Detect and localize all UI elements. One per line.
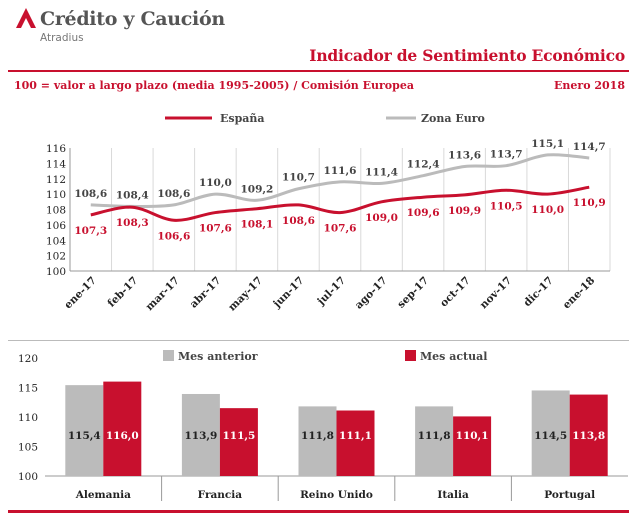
bar-current	[336, 410, 375, 476]
category-label: Alemania	[75, 489, 131, 501]
data-label-espana: 107,3	[74, 225, 107, 237]
report-subtitle: 100 = valor a largo plazo (media 1995-20…	[14, 79, 414, 92]
y-tick-label: 100	[18, 471, 38, 483]
top-rule	[8, 70, 629, 72]
y-tick-label: 104	[46, 235, 66, 247]
x-tick-label: jul-17	[315, 275, 349, 309]
data-label-zona-euro: 112,4	[407, 159, 440, 171]
data-label-zona-euro: 108,6	[74, 188, 107, 200]
brand-mark-icon	[16, 8, 36, 28]
legend-label-spain: España	[220, 112, 265, 125]
bar-label-current: 116,0	[106, 430, 139, 442]
category-label: Italia	[437, 489, 469, 501]
bar-label-current: 110,1	[456, 430, 489, 442]
data-label-espana: 109,9	[448, 205, 481, 217]
data-label-zona-euro: 109,2	[240, 183, 273, 195]
bar-current	[569, 394, 608, 476]
x-tick-label: ago-17	[353, 275, 390, 312]
category-label: Reino Unido	[300, 489, 373, 501]
x-tick-label: feb-17	[105, 275, 140, 310]
data-label-espana: 107,6	[324, 223, 357, 235]
bar-previous	[415, 406, 454, 476]
bar-label-previous: 115,4	[68, 430, 101, 442]
bar-label-current: 111,1	[339, 430, 372, 442]
data-label-espana: 110,9	[573, 197, 606, 209]
data-label-zona-euro: 110,7	[282, 172, 315, 184]
data-label-zona-euro: 115,1	[531, 138, 564, 150]
y-tick-label: 108	[46, 205, 66, 217]
y-tick-label: 115	[18, 383, 38, 395]
x-tick-label: mar-17	[143, 275, 181, 313]
bar-label-previous: 113,9	[184, 430, 217, 442]
data-label-espana: 108,6	[282, 215, 315, 227]
data-label-espana: 109,0	[365, 212, 398, 224]
y-tick-label: 106	[46, 220, 66, 232]
x-tick-label: abr-17	[188, 275, 224, 311]
bar-label-current: 113,8	[572, 430, 605, 442]
bottom-rule	[8, 510, 629, 513]
line-chart: España Zona Euro 100 102 104 106 108 110 112 114 1…	[46, 112, 611, 314]
bar-previous	[531, 390, 570, 476]
y-tick-label: 105	[18, 442, 38, 454]
category-label: Francia	[198, 489, 243, 501]
brand-logo: Crédito y Caución Atradius	[14, 4, 254, 48]
x-tick-label: dic-17	[521, 275, 555, 309]
y-tick-label: 110	[46, 189, 66, 201]
x-tick-label: ene-18	[561, 275, 598, 312]
bar-current	[219, 408, 258, 476]
data-label-zona-euro: 110,0	[199, 177, 232, 189]
legend-label-euro: Zona Euro	[421, 112, 485, 125]
x-tick-label: sep-17	[395, 275, 431, 311]
data-label-espana: 110,0	[531, 204, 564, 216]
series-line-zona-euro	[90, 153, 590, 208]
x-tick-label: oct-17	[438, 275, 473, 310]
data-label-espana: 108,3	[116, 217, 149, 229]
data-label-espana: 107,6	[199, 223, 232, 235]
legend-swatch-current	[405, 350, 416, 361]
y-tick-label: 114	[46, 158, 66, 170]
bar-chart: Mes anterior Mes actual 100 105 110 115 120 115…	[18, 350, 628, 501]
data-label-zona-euro: 108,6	[157, 188, 190, 200]
bar-label-current: 111,5	[222, 430, 255, 442]
data-label-espana: 108,1	[240, 219, 273, 231]
data-label-zona-euro: 113,6	[448, 149, 481, 161]
bar-label-previous: 111,8	[418, 430, 451, 442]
bar-previous	[181, 393, 220, 476]
y-tick-label: 100	[46, 266, 66, 278]
data-label-zona-euro: 114,7	[573, 141, 606, 153]
data-label-espana: 106,6	[157, 230, 190, 242]
category-label: Portugal	[544, 489, 595, 501]
legend-label-previous: Mes anterior	[178, 350, 258, 363]
data-label-zona-euro: 113,7	[490, 149, 523, 161]
y-tick-label: 116	[46, 143, 66, 155]
data-label-zona-euro: 111,6	[324, 165, 357, 177]
brand-subname: Atradius	[40, 32, 84, 44]
y-tick-label: 102	[46, 251, 66, 263]
x-tick-label: may-17	[226, 275, 265, 314]
y-tick-label: 112	[46, 174, 66, 186]
y-tick-label: 110	[18, 412, 38, 424]
legend-swatch-previous	[163, 350, 174, 361]
bar-label-previous: 114,5	[534, 430, 567, 442]
x-tick-label: jun-17	[270, 275, 306, 311]
bar-current	[453, 416, 492, 476]
legend-label-current: Mes actual	[420, 350, 487, 363]
data-label-espana: 110,5	[490, 200, 523, 212]
data-label-zona-euro: 111,4	[365, 166, 398, 178]
report-title: Indicador de Sentimiento Económico	[309, 46, 625, 65]
report-date: Enero 2018	[554, 79, 625, 92]
data-label-espana: 109,6	[407, 207, 440, 219]
x-tick-label: ene-17	[62, 275, 99, 312]
data-label-zona-euro: 108,4	[116, 189, 149, 201]
brand-name: Crédito y Caución	[40, 8, 225, 30]
bar-label-previous: 111,8	[301, 430, 334, 442]
x-tick-label: nov-17	[478, 275, 515, 312]
bar-previous	[65, 385, 104, 476]
bar-previous	[298, 406, 337, 476]
y-tick-label: 120	[18, 353, 38, 365]
bar-current	[103, 381, 142, 476]
series-line-espana	[90, 185, 590, 222]
chart-separator	[8, 340, 629, 341]
